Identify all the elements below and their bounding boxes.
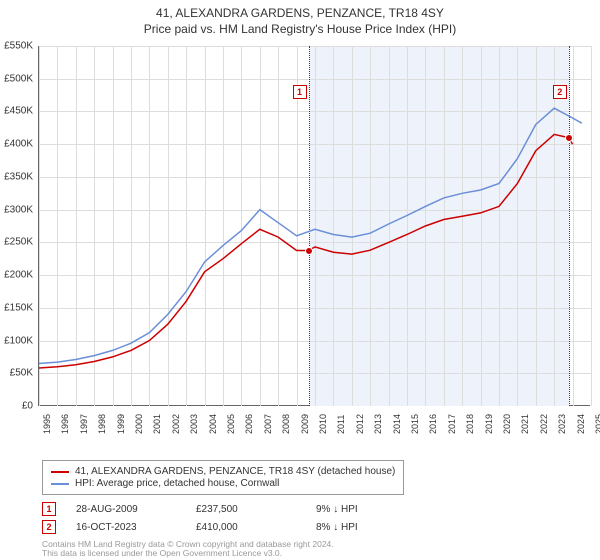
event-marker: 2: [42, 520, 56, 534]
y-tick-label: £500K: [4, 73, 33, 84]
x-tick-label: 2010: [318, 414, 328, 434]
legend-swatch: [51, 471, 69, 473]
x-tick-label: 2006: [244, 414, 254, 434]
y-tick-label: £0: [22, 401, 33, 412]
x-tick-label: 2014: [392, 414, 402, 434]
x-tick-label: 1998: [97, 414, 107, 434]
event-delta: 8% ↓ HPI: [316, 522, 416, 533]
event-price: £410,000: [196, 522, 296, 533]
event-date: 16-OCT-2023: [76, 522, 176, 533]
legend-swatch: [51, 483, 69, 485]
x-tick-label: 2000: [134, 414, 144, 434]
x-tick-label: 2020: [502, 414, 512, 434]
x-tick-label: 2019: [484, 414, 494, 434]
marker-dot: [565, 134, 573, 142]
y-tick-label: £100K: [4, 335, 33, 346]
y-tick-label: £300K: [4, 204, 33, 215]
y-tick-label: £350K: [4, 171, 33, 182]
x-tick-label: 2018: [465, 414, 475, 434]
event-price: £237,500: [196, 504, 296, 515]
y-tick-label: £450K: [4, 106, 33, 117]
gridline: [591, 46, 592, 406]
x-tick-label: 2005: [226, 414, 236, 434]
series-svg: [39, 46, 591, 406]
y-tick-label: £550K: [4, 41, 33, 52]
x-tick-label: 2001: [152, 414, 162, 434]
title-block: 41, ALEXANDRA GARDENS, PENZANCE, TR18 4S…: [0, 0, 600, 36]
x-tick-label: 2013: [373, 414, 383, 434]
chart-subtitle: Price paid vs. HM Land Registry's House …: [0, 22, 600, 36]
chart-title: 41, ALEXANDRA GARDENS, PENZANCE, TR18 4S…: [0, 6, 600, 20]
x-tick-label: 2024: [576, 414, 586, 434]
event-row: 2 16-OCT-2023 £410,000 8% ↓ HPI: [42, 520, 416, 534]
x-tick-label: 2021: [520, 414, 530, 434]
x-tick-label: 2002: [171, 414, 181, 434]
plot-region: £0£50K£100K£150K£200K£250K£300K£350K£400…: [38, 46, 590, 406]
x-tick-label: 2012: [355, 414, 365, 434]
event-delta: 9% ↓ HPI: [316, 504, 416, 515]
legend-label: 41, ALEXANDRA GARDENS, PENZANCE, TR18 4S…: [75, 466, 395, 477]
legend-label: HPI: Average price, detached house, Corn…: [75, 478, 279, 489]
y-tick-label: £150K: [4, 302, 33, 313]
chart-area: £0£50K£100K£150K£200K£250K£300K£350K£400…: [38, 46, 590, 434]
y-tick-label: £50K: [10, 368, 33, 379]
x-tick-label: 2025: [594, 414, 600, 434]
x-tick-label: 2011: [336, 415, 346, 434]
x-tick-label: 1997: [79, 414, 89, 434]
legend: 41, ALEXANDRA GARDENS, PENZANCE, TR18 4S…: [42, 460, 404, 495]
x-tick-label: 2004: [208, 414, 218, 434]
x-tick-label: 1999: [116, 414, 126, 434]
y-tick-label: £250K: [4, 237, 33, 248]
event-marker: 1: [42, 502, 56, 516]
x-tick-label: 1996: [60, 414, 70, 434]
legend-item: HPI: Average price, detached house, Corn…: [51, 478, 395, 489]
x-tick-label: 2016: [428, 414, 438, 434]
x-tick-label: 2015: [410, 414, 420, 434]
x-tick-label: 2007: [263, 414, 273, 434]
series-line: [39, 108, 582, 363]
x-tick-label: 1995: [42, 414, 52, 434]
y-tick-label: £200K: [4, 270, 33, 281]
attribution-line: This data is licensed under the Open Gov…: [42, 549, 334, 558]
y-tick-label: £400K: [4, 139, 33, 150]
marker-dot: [305, 247, 313, 255]
x-tick-label: 2022: [539, 414, 549, 434]
event-date: 28-AUG-2009: [76, 504, 176, 515]
event-table: 1 28-AUG-2009 £237,500 9% ↓ HPI 2 16-OCT-2023…: [42, 502, 416, 538]
x-tick-label: 2009: [300, 414, 310, 434]
x-tick-label: 2017: [447, 414, 457, 434]
x-tick-label: 2008: [281, 414, 291, 434]
chart-container: 41, ALEXANDRA GARDENS, PENZANCE, TR18 4S…: [0, 0, 600, 560]
event-row: 1 28-AUG-2009 £237,500 9% ↓ HPI: [42, 502, 416, 516]
x-tick-label: 2023: [557, 414, 567, 434]
attribution: Contains HM Land Registry data © Crown c…: [42, 540, 334, 559]
x-tick-label: 2003: [189, 414, 199, 434]
marker-box: 1: [293, 85, 307, 99]
legend-item: 41, ALEXANDRA GARDENS, PENZANCE, TR18 4S…: [51, 466, 395, 477]
marker-box: 2: [553, 85, 567, 99]
